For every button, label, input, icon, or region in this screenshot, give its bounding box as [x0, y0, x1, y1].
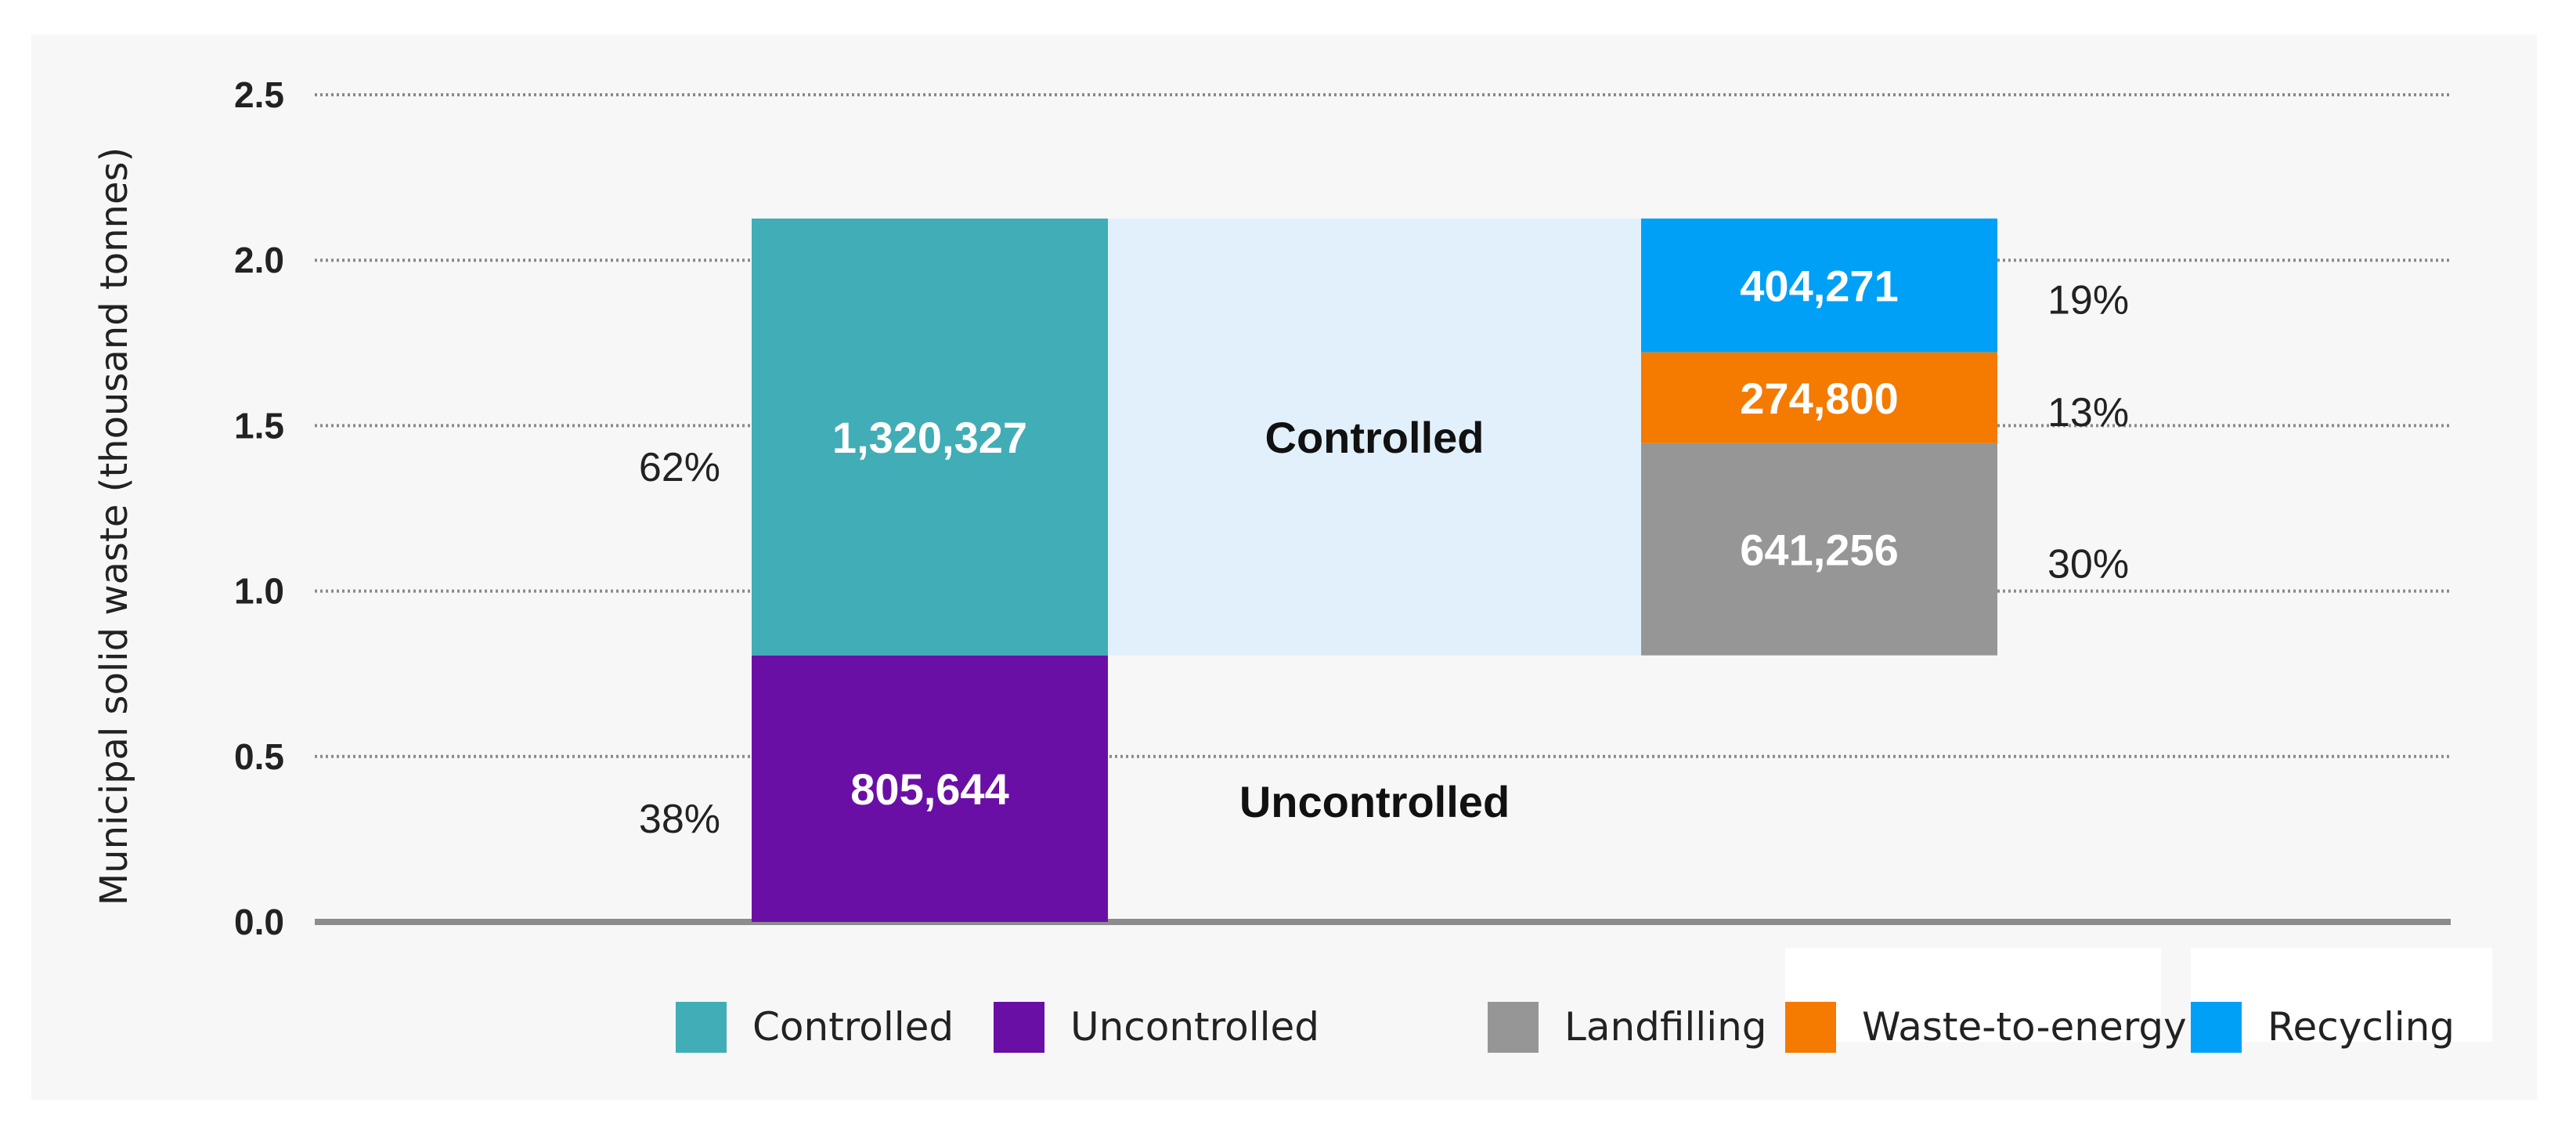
data-label: 274,800: [1740, 374, 1898, 423]
connector-band: [1108, 218, 1641, 656]
gridlines: 0.0 0.5 1.0 1.5 2.0 2.5: [234, 74, 2451, 942]
legend-waste-to-energy-swatch: [1785, 1002, 1836, 1053]
legend-uncontrolled-swatch: [994, 1002, 1044, 1053]
y-tick-label: 0.0: [234, 902, 284, 942]
percent-label: 13%: [2047, 390, 2129, 436]
group-label-uncontrolled: Uncontrolled: [1239, 777, 1510, 826]
legend-landfilling-label: Landfilling: [1564, 1004, 1767, 1050]
legend-waste-to-energy-label: Waste-to-energy: [1862, 1004, 2187, 1050]
data-label: 805,644: [850, 764, 1008, 814]
percent-label: 62%: [639, 445, 720, 490]
percent-label: 30%: [2047, 541, 2129, 587]
legend: Controlled Uncontrolled Landfilling Waste-t…: [676, 948, 2492, 1053]
bars: [752, 218, 1997, 922]
y-tick-label: 2.5: [234, 74, 284, 115]
legend-bg: [1785, 948, 2161, 1042]
y-axis-label: Municipal solid waste (thousand tonnes): [92, 147, 136, 905]
chart-panel: 0.0 0.5 1.0 1.5 2.0 2.5 805,644 38% 1,320,327 62…: [31, 34, 2537, 1100]
bar-segment-controlled: [752, 218, 1108, 656]
legend-recycling-swatch: [2191, 1002, 2242, 1053]
y-tick-label: 1.5: [234, 405, 284, 446]
percent-label: 38%: [639, 797, 720, 842]
y-tick-label: 1.0: [234, 571, 284, 612]
bar-segment-waste-to-energy: [1641, 352, 1997, 443]
y-tick-label: 2.0: [234, 240, 284, 280]
data-label: 1,320,327: [832, 413, 1027, 462]
labels: 805,644 38% 1,320,327 62% 641,256 30% 274,800 1…: [639, 261, 2129, 841]
data-label: 404,271: [1740, 261, 1898, 310]
data-label: 641,256: [1740, 525, 1898, 574]
legend-uncontrolled-label: Uncontrolled: [1070, 1004, 1319, 1050]
chart-svg: 0.0 0.5 1.0 1.5 2.0 2.5 805,644 38% 1,320,327 62…: [92, 74, 2492, 1053]
group-label-controlled: Controlled: [1265, 413, 1485, 462]
bar-segment-recycling: [1641, 218, 1997, 352]
y-tick-label: 0.5: [234, 736, 284, 777]
legend-landfilling-swatch: [1488, 1002, 1539, 1053]
legend-controlled-label: Controlled: [752, 1004, 954, 1050]
legend-controlled-swatch: [676, 1002, 727, 1053]
bar-segment-landfilling: [1641, 443, 1997, 656]
bar-segment-uncontrolled: [752, 655, 1108, 922]
connector: [1108, 218, 1641, 656]
legend-recycling-label: Recycling: [2268, 1004, 2455, 1050]
percent-label: 19%: [2047, 277, 2129, 323]
